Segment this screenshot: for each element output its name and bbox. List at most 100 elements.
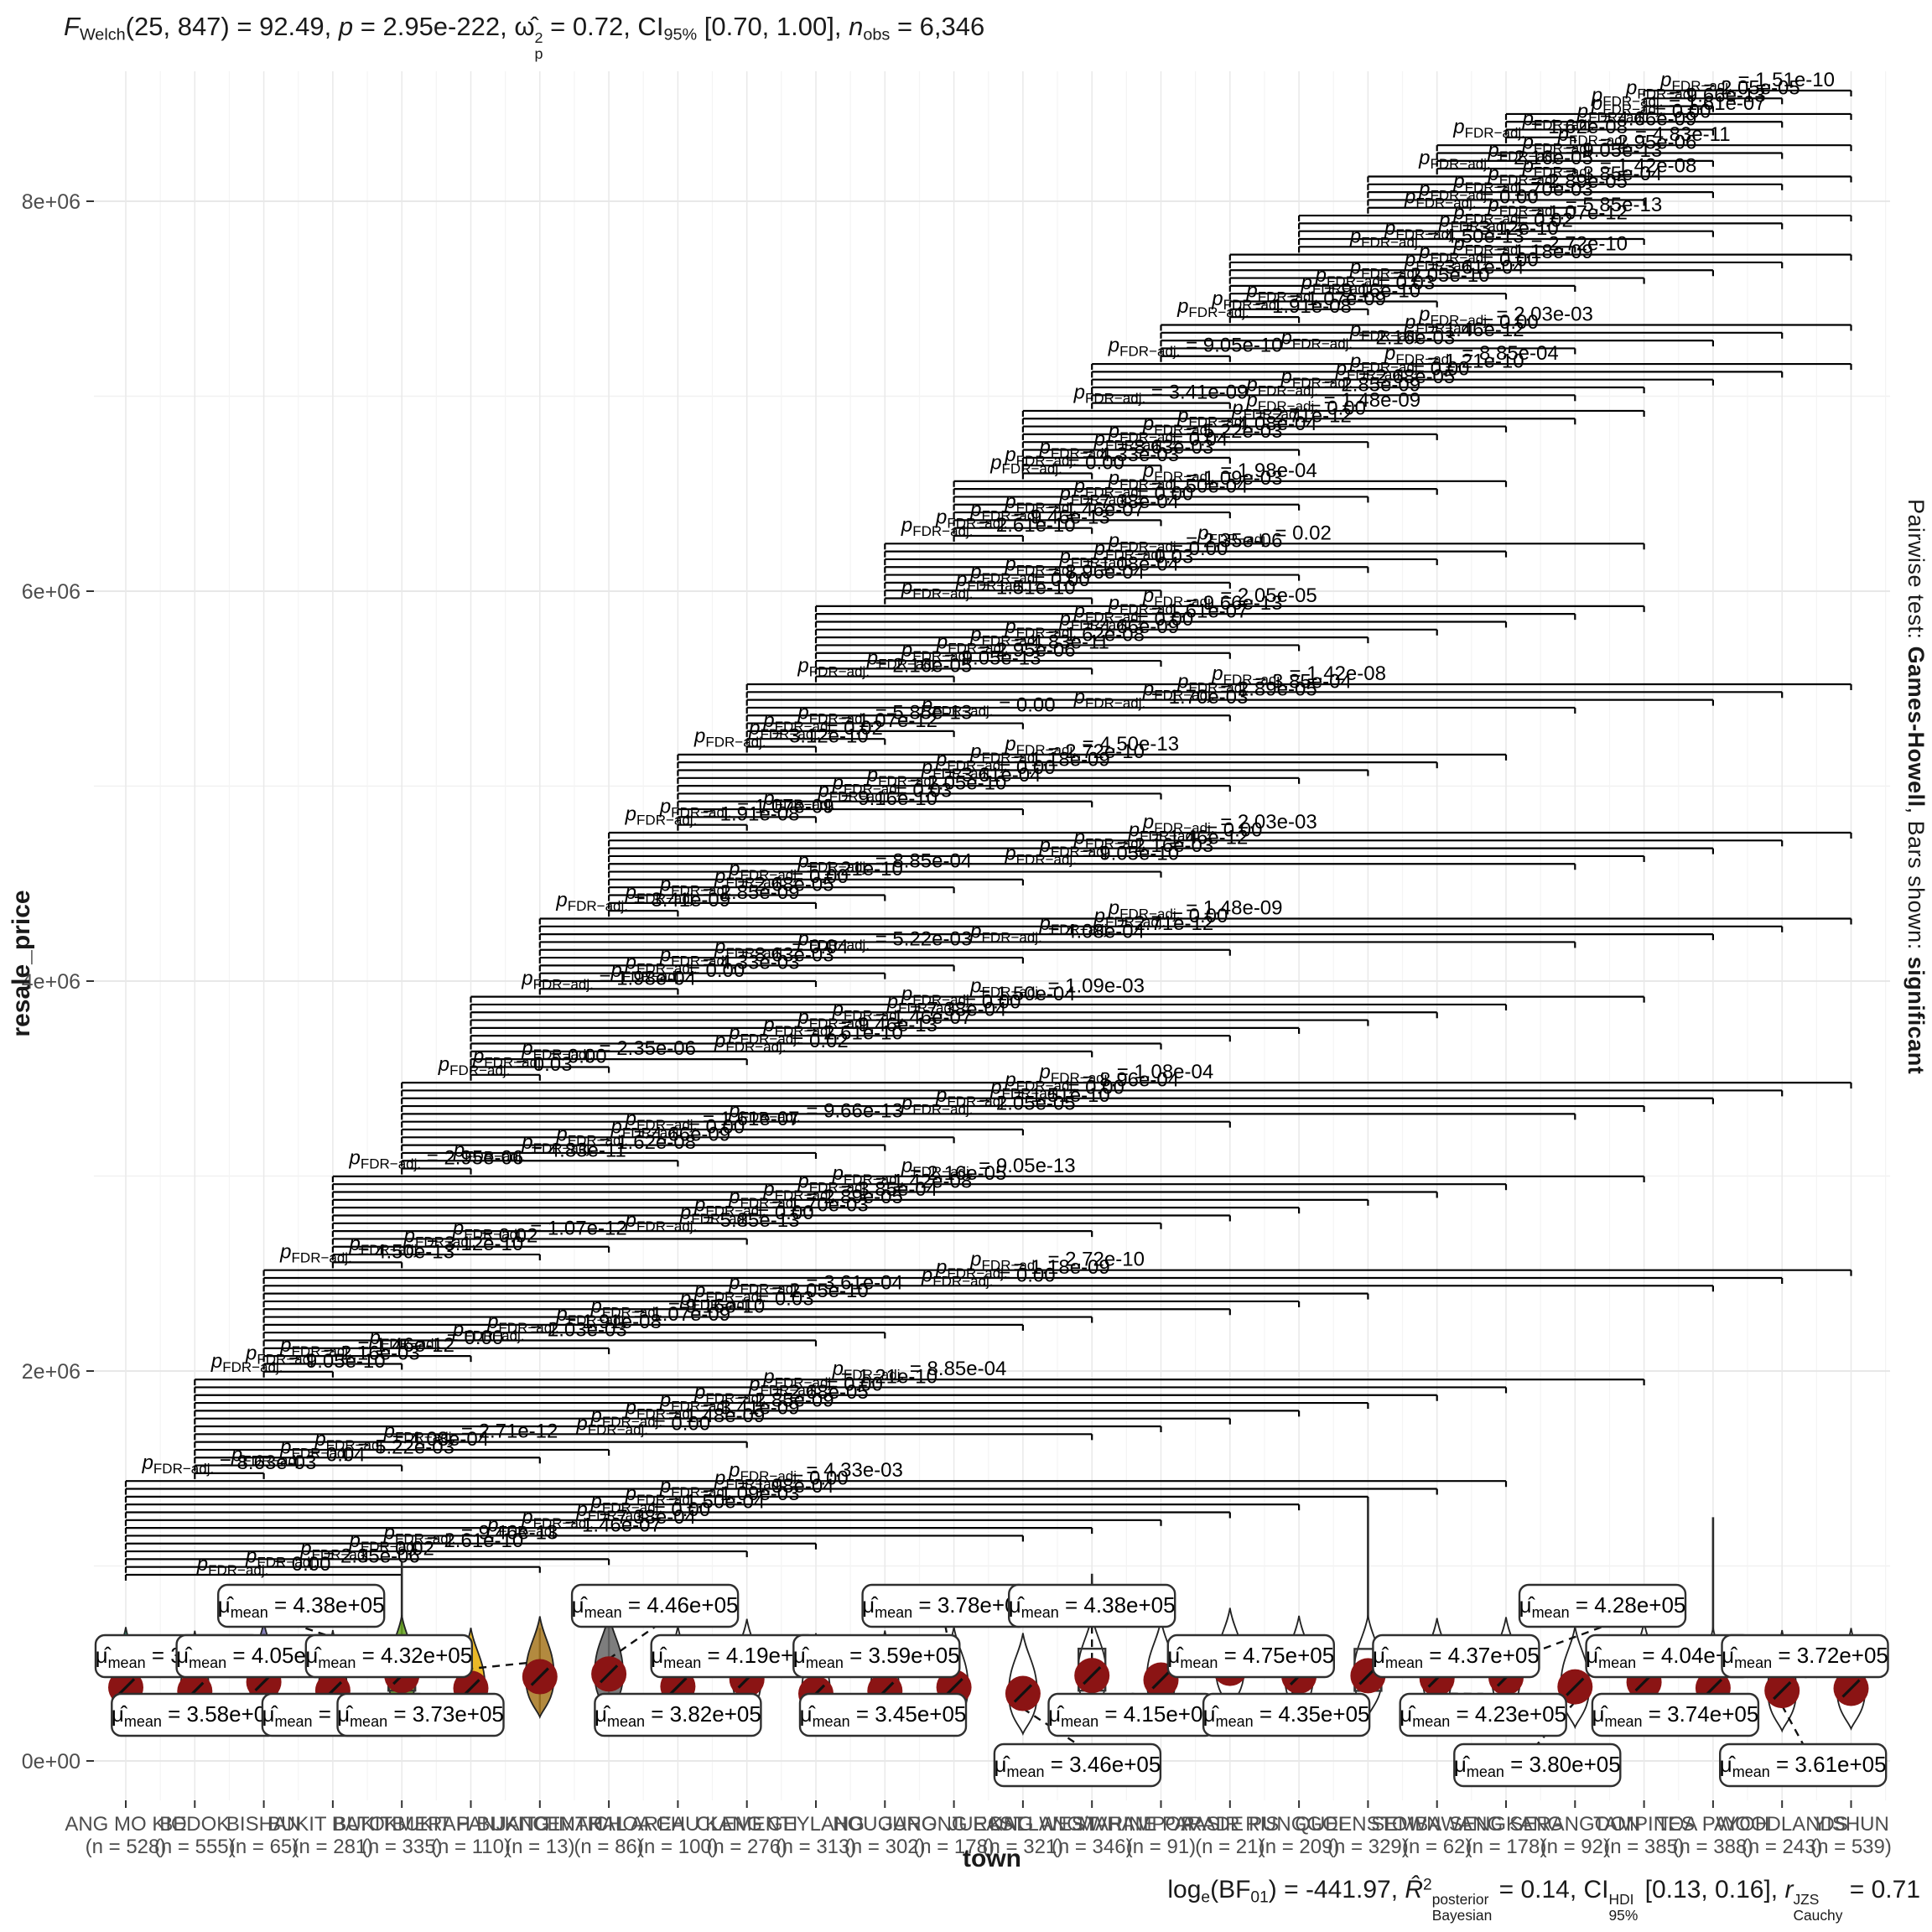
x-tick-label: QUEENSTOWN (n = 329) — [1295, 1813, 1441, 1858]
mean-label-box — [217, 1583, 386, 1628]
p-value-label: pFDR−adj. = 2.72e-10 — [1452, 233, 1628, 258]
mean-point — [522, 1659, 558, 1695]
significance-bar: pFDR−adj. = 4.50e-13 — [1297, 225, 1576, 253]
mean-label-text: μ̂mean = 4.35e+05 — [1203, 1701, 1370, 1730]
y-axis-title: resale_price — [8, 890, 35, 1037]
mean-label: μ̂mean = 3.46e+05 — [993, 1742, 1162, 1788]
x-tick-label: GEYLANG (n = 313) — [767, 1813, 865, 1858]
mean-dot-tick — [1083, 1666, 1102, 1685]
mean-label-text: μ̂mean = 3.74e+05 — [1592, 1701, 1758, 1730]
mean-label-box — [1202, 1692, 1371, 1737]
mean-point — [1764, 1673, 1800, 1709]
significance-bar: pFDR−adj. = 0.00 — [194, 1412, 1093, 1441]
significance-bar: pFDR−adj. = 2.89e-05 — [1367, 170, 1715, 199]
mean-label-text: μ̂mean = 3.58e+05 — [112, 1701, 278, 1730]
mean-label-leader — [1781, 1705, 1805, 1745]
p-value-label: pFDR−adj. = 3.12e-10 — [348, 1233, 523, 1258]
mean-label-box — [594, 1692, 762, 1737]
significance-bar: pFDR−adj. = 4.08e-04 — [194, 1428, 610, 1456]
p-value-label: pFDR−adj. = 2.95e-06 — [348, 1147, 523, 1172]
mean-label: μ̂mean = 4.19e+05 — [650, 1633, 818, 1679]
mean-dot-tick — [1773, 1680, 1792, 1701]
p-value-label: pFDR−adj. = 2.72e-10 — [969, 1249, 1145, 1274]
x-tick-label: ANG MO KIO (n = 528) — [65, 1813, 186, 1858]
p-value-label: pFDR−adj. = 8.85e-04 — [1384, 342, 1559, 367]
x-tick-label: BEDOK (n = 555) — [154, 1813, 236, 1858]
p-value-label: pFDR−adj. = 1.98e-04 — [1142, 460, 1317, 485]
significance-bar: pFDR−adj. = 1.70e-03 — [1367, 178, 1645, 206]
significance-bar: pFDR−adj. = 4.66e-09 — [401, 1124, 886, 1151]
mean-label: μ̂mean = 4.28e+05 — [1518, 1583, 1687, 1628]
mean-label: μ̂mean = 3.78e+05 — [861, 1583, 1030, 1628]
mean-dot-tick — [1841, 1679, 1861, 1698]
p-value-label: pFDR−adj. = 8.85e-04 — [832, 1358, 1007, 1383]
significance-bar: pFDR−adj. = 3.12e-10 — [693, 725, 869, 753]
significance-bar: pFDR−adj. = 4.66e-09 — [1504, 108, 1715, 136]
mean-label-text: μ̂mean = 3.46e+05 — [994, 1752, 1161, 1780]
mean-label-box — [1518, 1583, 1687, 1628]
y-tick-label: 0e+00 — [22, 1750, 80, 1774]
p-value-label: pFDR−adj. = 1.42e-08 — [1211, 662, 1386, 688]
significance-bar: pFDR−adj. = 7.38e-04 — [124, 1506, 1093, 1535]
mean-label-text: μ̂mean = 4.38e+05 — [1009, 1592, 1176, 1621]
mean-point — [1833, 1670, 1869, 1706]
mean-label: μ̂mean = 4.38e+05 — [1007, 1583, 1176, 1628]
significance-bar: pFDR−adj. = 3.85e-04 — [331, 1178, 1369, 1206]
significance-bar: pFDR−adj. = 1.46e-07 — [124, 1514, 1025, 1542]
mean-label: μ̂mean = 4.46e+05 — [570, 1583, 740, 1628]
mean-label: μ̂mean = 3.73e+05 — [336, 1692, 505, 1737]
p-value-label: pFDR−adj. = 1.08e-04 — [1038, 1061, 1213, 1086]
mean-point — [1557, 1669, 1593, 1705]
mean-dot-tick — [1566, 1677, 1585, 1696]
mean-label: μ̂mean = 4.32e+05 — [304, 1633, 473, 1679]
mean-label-box — [993, 1742, 1162, 1788]
p-value-label: pFDR−adj. = 2.16e-03 — [1280, 326, 1456, 351]
mean-label-box — [792, 1633, 961, 1679]
p-value-label: pFDR−adj. = 2.03e-03 — [1142, 811, 1317, 836]
significance-bar: pFDR−adj. = 4.83e-11 — [1436, 123, 1852, 152]
mean-label: μ̂mean = 3.59e+05 — [792, 1633, 961, 1679]
mean-label-box — [304, 1633, 473, 1679]
y-tick-label: 6e+06 — [22, 580, 80, 604]
significance-bar: pFDR−adj. = 1.18e-09 — [677, 748, 1369, 776]
significance-bar: pFDR−adj. = 1.50e-04 — [470, 983, 1508, 1010]
p-value-label: pFDR−adj. = 9.05e-10 — [210, 1350, 386, 1375]
p-value-label: pFDR−adj. = 5.22e-03 — [797, 928, 972, 953]
p-value-label: pFDR−adj. = 1.70e-03 — [1418, 178, 1593, 203]
significance-bar: pFDR−adj. = 1.51e-10 — [401, 1084, 1645, 1113]
significance-bar: pFDR−adj. = 1.48e-09 — [538, 896, 1852, 925]
significance-bar: pFDR−adj. = 3.61e-04 — [1228, 257, 1645, 284]
p-value-label: pFDR−adj. = 9.05e-10 — [1108, 335, 1283, 360]
p-value-label: pFDR−adj. = 1.07e-12 — [452, 1217, 627, 1242]
mean-label: μ̂mean = 3.82e+05 — [594, 1692, 762, 1737]
p-value-label: pFDR−adj. = 2.89e-05 — [1452, 170, 1628, 195]
x-tick-label: CLEMENTI (n = 276) — [696, 1813, 797, 1858]
mean-dot-tick — [1013, 1684, 1033, 1703]
p-value-label: pFDR−adj. = 7.38e-04 — [1004, 491, 1179, 516]
p-value-label: pFDR−adj. = 3.12e-10 — [693, 725, 869, 750]
p-value-label: pFDR−adj. = 0.00 — [575, 1412, 710, 1437]
significance-bar: pFDR−adj. = 1.62e-08 — [1452, 116, 1628, 143]
significance-bar: pFDR−adj. = 4.83e-11 — [401, 1139, 679, 1167]
x-tick-label: SEMBAWANG (n = 62) — [1371, 1813, 1503, 1858]
significance-bar: pFDR−adj. = 2.16e-03 — [1160, 326, 1576, 355]
mean-label: μ̂mean = 3.72e+05 — [1721, 1633, 1889, 1679]
x-tick-label: TAMPINES (n = 385) — [1593, 1813, 1695, 1858]
significance-bar: pFDR−adj. = 1.62e-08 — [814, 623, 1301, 652]
x-tick-label: PUNGGOL (n = 209) — [1249, 1813, 1349, 1858]
p-value-label: pFDR−adj. = 2.05e-05 — [901, 1092, 1076, 1117]
mean-label-box — [1453, 1742, 1622, 1788]
bayes-factor-caption: loge(BF01) = -441.97, R̂2 posterior Bayesi… — [1167, 1875, 1920, 1924]
x-tick-label: SENGKANG (n = 178) — [1449, 1813, 1563, 1858]
significance-bar: pFDR−adj. = 1.08e-04 — [401, 1061, 1852, 1089]
p-value-label: pFDR−adj. = 2.35e-06 — [521, 1037, 696, 1062]
significance-bar: pFDR−adj. = 2.72e-10 — [262, 1249, 1852, 1276]
p-value-label: pFDR−adj. = 1.46e-07 — [969, 498, 1145, 523]
p-value-label: pFDR−adj. = 1.50e-04 — [901, 983, 1076, 1008]
p-value-label: pFDR−adj. = 9.66e-13 — [728, 1100, 903, 1125]
p-value-label: pFDR−adj. = 3.61e-04 — [728, 1272, 903, 1297]
significance-bar: pFDR−adj. = 2.03e-03 — [1160, 303, 1852, 331]
mean-label: μ̂mean = 4.38e+05 — [217, 1583, 386, 1628]
significance-bar: pFDR−adj. = 2.72e-10 — [1228, 233, 1852, 261]
